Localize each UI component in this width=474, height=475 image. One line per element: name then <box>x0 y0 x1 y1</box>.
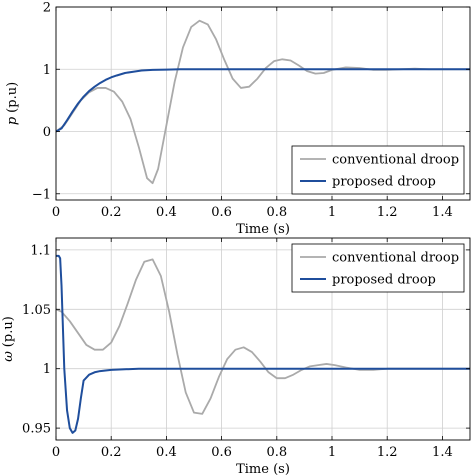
top-chart-x-tick-label-2: 0.4 <box>156 205 177 220</box>
bottom-chart-x-tick-label-2: 0.4 <box>156 445 177 460</box>
bottom-chart-y-tick-label-2: 1.05 <box>22 303 51 318</box>
top-chart-y-axis-unit: (p.u) <box>5 82 20 113</box>
top-chart-x-tick-label-6: 1.2 <box>377 205 398 220</box>
bottom-chart-y-axis-label: ω (p.u) <box>1 316 16 362</box>
top-chart-y-axis-label: p (p.u) <box>5 82 20 125</box>
bottom-chart-series-proposed <box>56 254 470 434</box>
top-chart-y-axis-symbol: p <box>5 116 20 125</box>
top-chart-legend-label-conventional: conventional droop <box>332 153 459 168</box>
top-chart-legend: conventional droop proposed droop <box>291 145 465 195</box>
top-chart-y-tick-label-3: 2 <box>43 1 51 16</box>
bottom-chart-panel: 0 0.2 0.4 0.6 0.8 1 1.2 1.4 0.95 1 1.05 1.1 Time (s… <box>1 237 471 475</box>
top-chart-y-tick-label-2: 1 <box>43 63 51 78</box>
bottom-chart-x-tick-label-6: 1.2 <box>377 445 398 460</box>
top-chart-legend-box <box>291 145 465 195</box>
bottom-chart-legend-box <box>291 243 465 293</box>
top-chart-x-tick-label-0: 0 <box>52 205 60 220</box>
bottom-chart-y-tick-label-0: 0.95 <box>22 422 51 437</box>
bottom-chart-y-axis-unit: (p.u) <box>1 316 16 347</box>
top-chart-y-tick-label-1: 0 <box>43 125 51 140</box>
top-chart-legend-label-proposed: proposed droop <box>332 175 436 190</box>
top-chart-series-proposed <box>56 68 470 133</box>
bottom-chart-series <box>56 254 470 434</box>
bottom-chart-legend-label-proposed: proposed droop <box>332 273 436 288</box>
bottom-chart-y-tick-label-3: 1.1 <box>30 243 51 258</box>
bottom-chart-ticks: 0 0.2 0.4 0.6 0.8 1 1.2 1.4 0.95 1 1.05 1.1 <box>22 238 470 460</box>
top-chart-x-tick-label-1: 0.2 <box>101 205 122 220</box>
bottom-chart-x-tick-label-0: 0 <box>52 445 60 460</box>
bottom-chart-x-tick-label-5: 1 <box>328 445 336 460</box>
bottom-chart-frame <box>55 237 471 441</box>
bottom-chart-x-axis-label: Time (s) <box>236 462 290 475</box>
top-chart-x-tick-label-4: 0.8 <box>266 205 287 220</box>
bottom-chart-y-axis-symbol: ω <box>1 351 16 362</box>
bottom-chart-x-tick-label-3: 0.6 <box>211 445 232 460</box>
bottom-chart-y-tick-label-1: 1 <box>43 362 51 377</box>
top-chart-frame <box>55 6 471 201</box>
top-chart-series <box>56 19 470 185</box>
top-chart-x-tick-label-5: 1 <box>328 205 336 220</box>
top-chart-x-tick-label-7: 1.4 <box>432 205 453 220</box>
top-chart-x-tick-label-3: 0.6 <box>211 205 232 220</box>
bottom-chart-legend-label-conventional: conventional droop <box>332 251 459 266</box>
bottom-chart-x-tick-label-7: 1.4 <box>432 445 453 460</box>
bottom-chart-legend: conventional droop proposed droop <box>291 243 465 293</box>
top-chart-x-axis-label: Time (s) <box>236 222 290 237</box>
top-chart-y-tick-label-0: −1 <box>32 187 51 202</box>
bottom-chart-x-tick-label-4: 0.8 <box>266 445 287 460</box>
bottom-chart-x-tick-label-1: 0.2 <box>101 445 122 460</box>
